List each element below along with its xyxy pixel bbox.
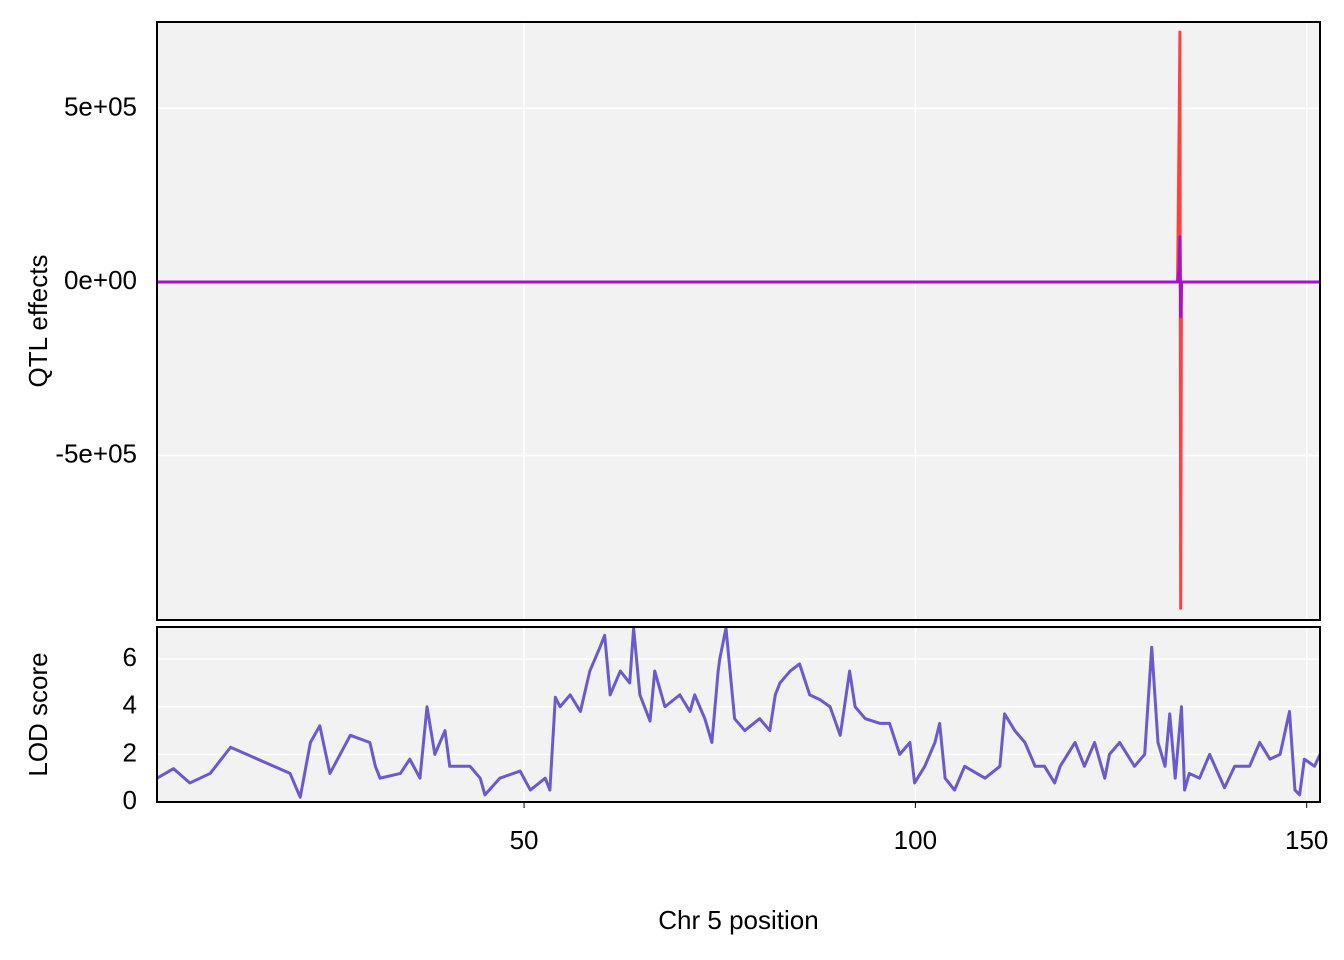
y-tick-label: 4 xyxy=(123,690,137,720)
panel-border xyxy=(156,21,1321,621)
panel-border xyxy=(156,626,1321,803)
panel-background xyxy=(157,22,1320,620)
y-tick-label: 5e+05 xyxy=(64,91,137,121)
x-tick-label: 150 xyxy=(1285,825,1328,855)
x-tick-label: 50 xyxy=(510,825,539,855)
y-axis-label: QTL effects xyxy=(23,255,53,388)
y-axis-label: LOD score xyxy=(23,652,53,776)
y-tick-label: -5e+05 xyxy=(55,438,137,468)
x-tick-label: 100 xyxy=(894,825,937,855)
y-tick-label: 0e+00 xyxy=(64,265,137,295)
line-series xyxy=(157,235,1320,319)
y-tick-label: 6 xyxy=(123,642,137,672)
panel-background xyxy=(157,627,1320,802)
line-series xyxy=(157,627,1320,799)
y-tick-label: 0 xyxy=(123,785,137,815)
x-axis-label: Chr 5 position xyxy=(658,905,818,935)
y-tick-label: 2 xyxy=(123,737,137,767)
